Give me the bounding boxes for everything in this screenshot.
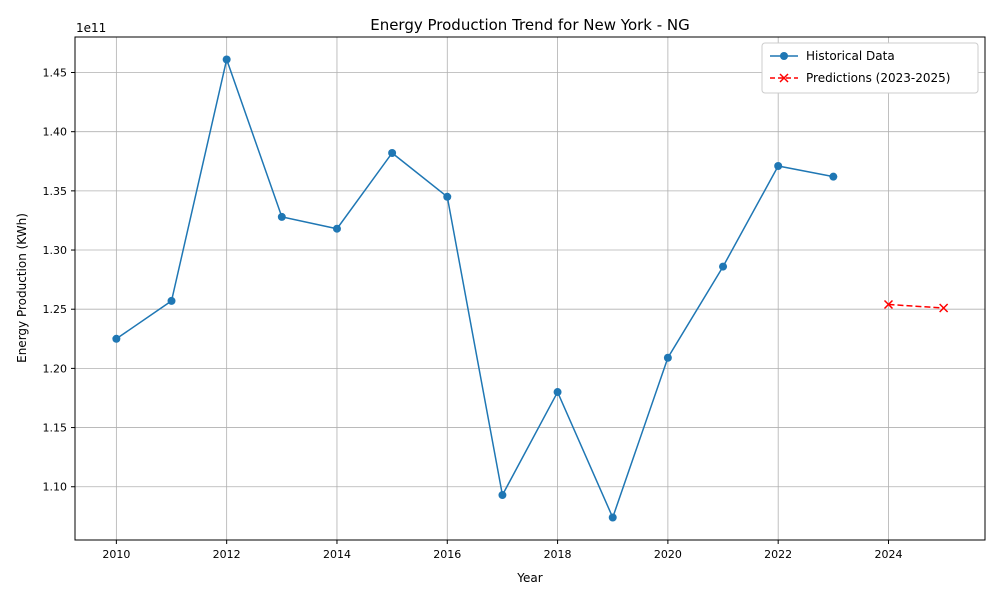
y-tick-label: 1.25 (43, 303, 68, 316)
series-0-point (719, 262, 728, 271)
x-axis-label: Year (516, 571, 542, 585)
y-tick-label: 1.40 (43, 126, 68, 139)
series-0-point (553, 388, 562, 397)
series-0-point (663, 353, 672, 362)
y-tick-label: 1.35 (43, 185, 68, 198)
legend: Historical Data Predictions (2023-2025) (761, 42, 979, 94)
series-0-point (774, 162, 783, 171)
y-tick-label: 1.45 (43, 67, 68, 80)
plot-frame (74, 36, 986, 541)
chart-title: Energy Production Trend for New York - N… (370, 16, 690, 34)
y-tick-label: 1.30 (43, 244, 68, 257)
series-0-point (443, 192, 452, 201)
series-1-point (883, 299, 894, 310)
y-tick-label: 1.20 (43, 362, 68, 375)
series-1-line (888, 303, 944, 309)
grid-lines (75, 37, 985, 540)
axes: 2010 2012 2014 2016 2018 2020 2022 2024 1.10 1.15… (43, 67, 903, 561)
x-tick-label: 2018 (544, 548, 572, 561)
x-tick-label: 2020 (654, 548, 682, 561)
y-axis-label: Energy Production (KWh) (15, 213, 29, 363)
series-0-point (332, 224, 341, 233)
x-tick-label: 2014 (323, 548, 351, 561)
series-0-point (498, 491, 507, 500)
series-0-line (115, 56, 834, 520)
series-0-point (608, 513, 617, 522)
legend-historical-label: Historical Data (806, 49, 895, 63)
series-0-point (829, 172, 838, 181)
series-0-point (388, 148, 397, 157)
y-tick-label: 1.15 (43, 422, 68, 435)
series-0-point (222, 55, 231, 64)
x-tick-label: 2016 (433, 548, 461, 561)
y-offset-label: 1e11 (76, 21, 106, 35)
y-tick-label: 1.10 (43, 481, 68, 494)
legend-box (761, 42, 979, 94)
legend-predictions-marker (779, 73, 789, 83)
series-layer (112, 55, 949, 522)
series-0-point (277, 212, 286, 221)
series-1-point (939, 303, 949, 313)
legend-historical-marker (780, 52, 788, 60)
x-tick-label: 2010 (102, 548, 130, 561)
x-tick-label: 2022 (764, 548, 792, 561)
x-tick-label: 2012 (213, 548, 241, 561)
legend-predictions-label: Predictions (2023-2025) (806, 71, 950, 85)
x-tick-label: 2024 (874, 548, 902, 561)
series-0-point (112, 334, 121, 343)
series-0-point (167, 296, 176, 305)
